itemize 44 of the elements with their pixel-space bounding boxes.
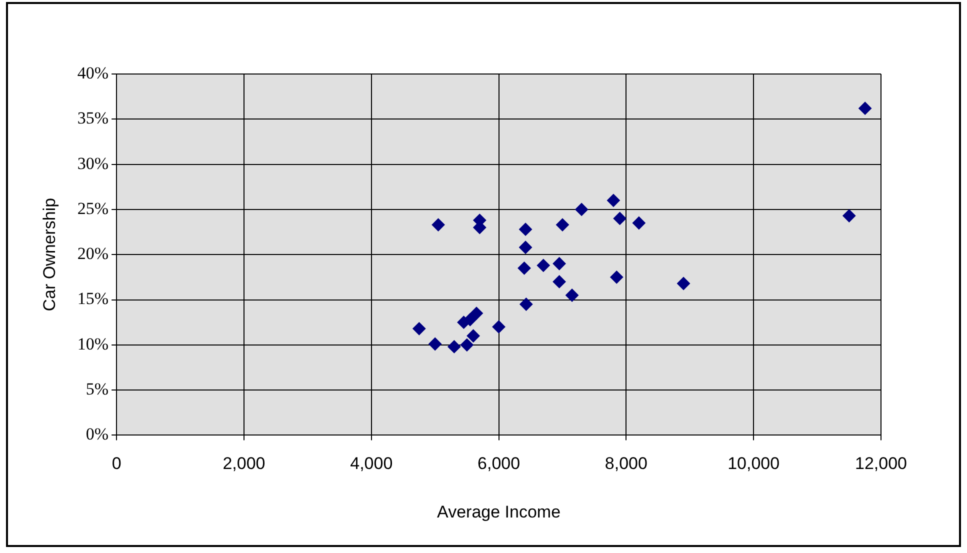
point: [606, 194, 620, 207]
x-tick-label: 4,000: [350, 454, 393, 474]
point: [556, 218, 569, 232]
x-tick-label: 0: [112, 454, 122, 474]
point: [552, 275, 566, 288]
point: [432, 218, 445, 232]
point: [518, 262, 531, 275]
point: [460, 338, 474, 352]
y-tick-label: 35%: [77, 108, 109, 128]
point: [536, 258, 550, 272]
x-tick-label: 8,000: [604, 454, 648, 474]
point: [492, 320, 506, 334]
point: [519, 240, 532, 254]
y-tick-label: 25%: [77, 198, 109, 218]
y-axis-title: Car Ownership: [40, 198, 59, 312]
point: [428, 337, 442, 350]
y-tick-label: 30%: [77, 154, 109, 173]
point: [858, 102, 872, 115]
y-tick-label: 20%: [77, 244, 109, 264]
point: [566, 288, 579, 302]
point: [610, 270, 624, 284]
x-tick-label: 12,000: [855, 454, 907, 474]
point: [519, 222, 532, 236]
y-tick-label: 15%: [77, 289, 109, 308]
y-tick-label: 5%: [86, 380, 109, 399]
point: [552, 257, 566, 270]
point: [464, 313, 477, 326]
point: [842, 209, 856, 222]
point: [632, 216, 646, 230]
y-tick-label: 10%: [77, 334, 109, 354]
y-tick-label: 0%: [86, 424, 109, 444]
point: [613, 212, 626, 225]
point: [520, 298, 533, 311]
y-tick-label: 40%: [77, 63, 109, 82]
x-axis-title: Average Income: [437, 502, 561, 522]
x-tick-label: 10,000: [728, 454, 780, 474]
x-tick-label: 2,000: [222, 454, 266, 474]
point: [448, 340, 461, 354]
point: [466, 329, 480, 342]
point: [575, 202, 588, 216]
x-tick-label: 6,000: [478, 454, 520, 474]
point: [412, 322, 426, 336]
point: [677, 276, 690, 290]
point: [470, 306, 483, 320]
